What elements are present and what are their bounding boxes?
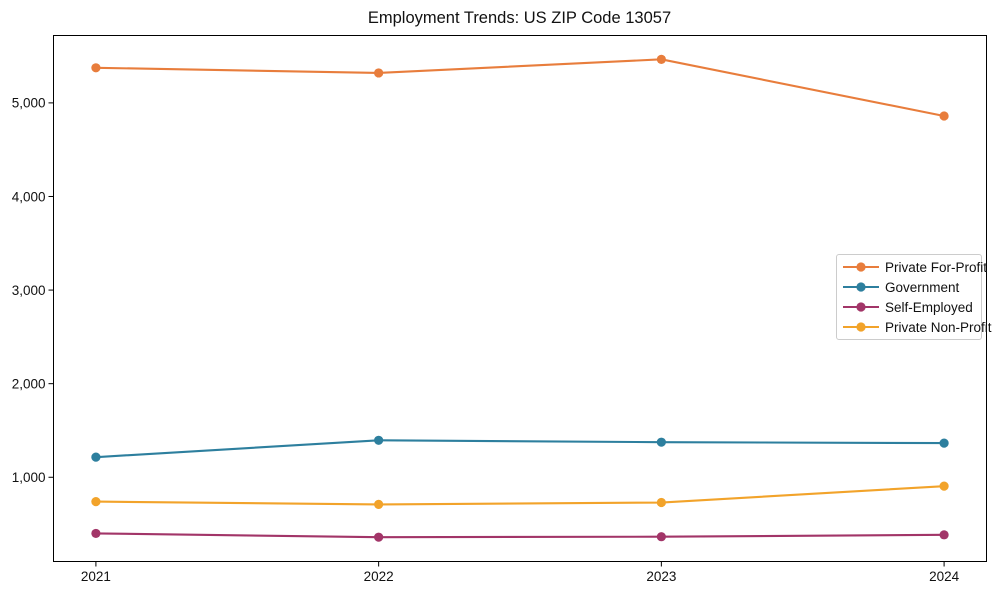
series-line-self-employed: [95, 532, 945, 539]
series-marker-government: [656, 437, 666, 447]
series-marker-self-employed: [91, 528, 101, 539]
legend: Private For-Profit Government Self-Employe…: [836, 254, 992, 340]
legend-marker-government: [843, 282, 879, 292]
series-marker-self-employed: [939, 530, 949, 540]
legend-item-self-employed: Self-Employed: [842, 297, 976, 317]
y-tick-label: 5,000: [12, 96, 46, 111]
legend-label: Private For-Profit: [885, 259, 988, 275]
legend-item-government: Government: [842, 277, 976, 297]
legend-item-private-non-profit: Private Non-Profit: [842, 317, 992, 337]
y-tick-label: 4,000: [12, 189, 46, 204]
x-tick-label: 2023: [646, 569, 676, 584]
series-marker-private-for-profit: [374, 68, 384, 78]
series-marker-self-employed: [656, 532, 666, 542]
series-line-government: [95, 439, 945, 459]
x-tick-label: 2024: [929, 569, 960, 584]
x-tick-label: 2022: [364, 569, 394, 584]
series-marker-private-non-profit: [91, 496, 101, 507]
y-tick-label: 1,000: [12, 470, 46, 485]
series-marker-private-for-profit: [939, 111, 949, 121]
legend-label: Self-Employed: [885, 299, 973, 315]
x-tick-label: 2021: [81, 569, 111, 584]
series-marker-private-for-profit: [91, 63, 101, 73]
series-marker-self-employed: [374, 532, 384, 542]
series-marker-government: [939, 438, 949, 448]
legend-marker-self-employed: [843, 302, 879, 312]
y-tick-label: 2,000: [12, 376, 46, 391]
legend-label: Government: [885, 279, 960, 295]
series-marker-government: [374, 435, 384, 445]
legend-marker-private-for-profit: [843, 262, 879, 272]
series-line-private-for-profit: [95, 58, 945, 118]
series-marker-private-non-profit: [374, 499, 384, 510]
plot-frame: [53, 35, 987, 562]
series-marker-private-non-profit: [939, 481, 949, 491]
series-marker-private-non-profit: [656, 497, 666, 508]
legend-label: Private Non-Profit: [885, 319, 992, 335]
legend-marker-private-non-profit: [843, 322, 879, 332]
series-marker-government: [91, 452, 101, 462]
series-line-private-non-profit: [95, 485, 945, 506]
chart-title: Employment Trends: US ZIP Code 13057: [367, 9, 672, 27]
y-tick-label: 3,000: [12, 283, 46, 298]
series-marker-private-for-profit: [656, 54, 666, 64]
legend-item-private-for-profit: Private For-Profit: [842, 257, 987, 277]
